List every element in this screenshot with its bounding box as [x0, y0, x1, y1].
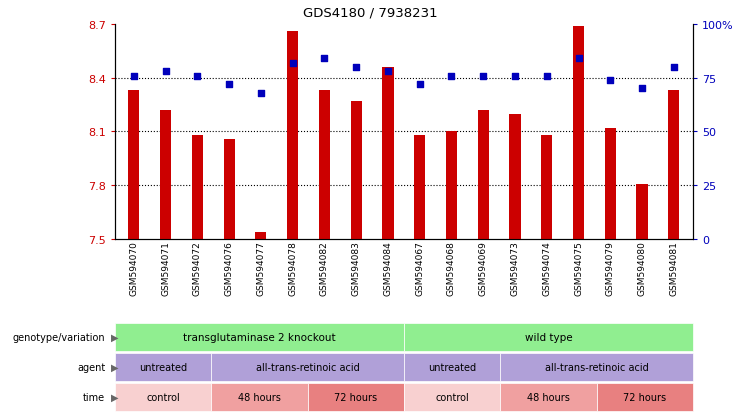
Bar [224, 139, 235, 240]
Bar [637, 184, 648, 240]
Text: agent: agent [77, 362, 105, 372]
Bar [573, 26, 584, 240]
Text: ▶: ▶ [111, 362, 119, 372]
Point [413, 82, 425, 88]
Point [445, 73, 457, 80]
Text: wild type: wild type [525, 332, 572, 342]
Text: ▶: ▶ [111, 392, 119, 402]
Point [223, 82, 235, 88]
Text: GDS4180 / 7938231: GDS4180 / 7938231 [303, 6, 438, 19]
Bar [256, 233, 267, 240]
Point [191, 73, 203, 80]
Point [255, 90, 267, 97]
Bar [287, 32, 298, 240]
Point [573, 56, 585, 62]
Bar [160, 111, 171, 240]
Point [319, 56, 330, 62]
Bar [668, 91, 679, 240]
Text: transglutaminase 2 knockout: transglutaminase 2 knockout [183, 332, 336, 342]
Text: 48 hours: 48 hours [238, 392, 281, 402]
Point [382, 69, 394, 75]
Text: control: control [146, 392, 180, 402]
Bar [192, 136, 203, 240]
Text: ▶: ▶ [111, 332, 119, 342]
Text: 72 hours: 72 hours [334, 392, 377, 402]
Text: all-trans-retinoic acid: all-trans-retinoic acid [256, 362, 359, 372]
Text: 72 hours: 72 hours [623, 392, 666, 402]
Bar [319, 91, 330, 240]
Bar [509, 114, 520, 240]
Point [477, 73, 489, 80]
Point [509, 73, 521, 80]
Point [350, 64, 362, 71]
Bar [446, 132, 457, 240]
Point [287, 60, 299, 67]
Point [668, 64, 679, 71]
Text: time: time [83, 392, 105, 402]
Bar [605, 128, 616, 240]
Point [636, 86, 648, 93]
Text: control: control [435, 392, 469, 402]
Point [160, 69, 172, 75]
Text: all-trans-retinoic acid: all-trans-retinoic acid [545, 362, 648, 372]
Bar [128, 91, 139, 240]
Text: genotype/variation: genotype/variation [13, 332, 105, 342]
Text: untreated: untreated [139, 362, 187, 372]
Bar [478, 111, 489, 240]
Bar [541, 136, 552, 240]
Text: untreated: untreated [428, 362, 476, 372]
Point [128, 73, 140, 80]
Point [605, 77, 617, 84]
Bar [382, 68, 393, 240]
Point [541, 73, 553, 80]
Bar [350, 102, 362, 240]
Bar [414, 136, 425, 240]
Text: 48 hours: 48 hours [527, 392, 570, 402]
